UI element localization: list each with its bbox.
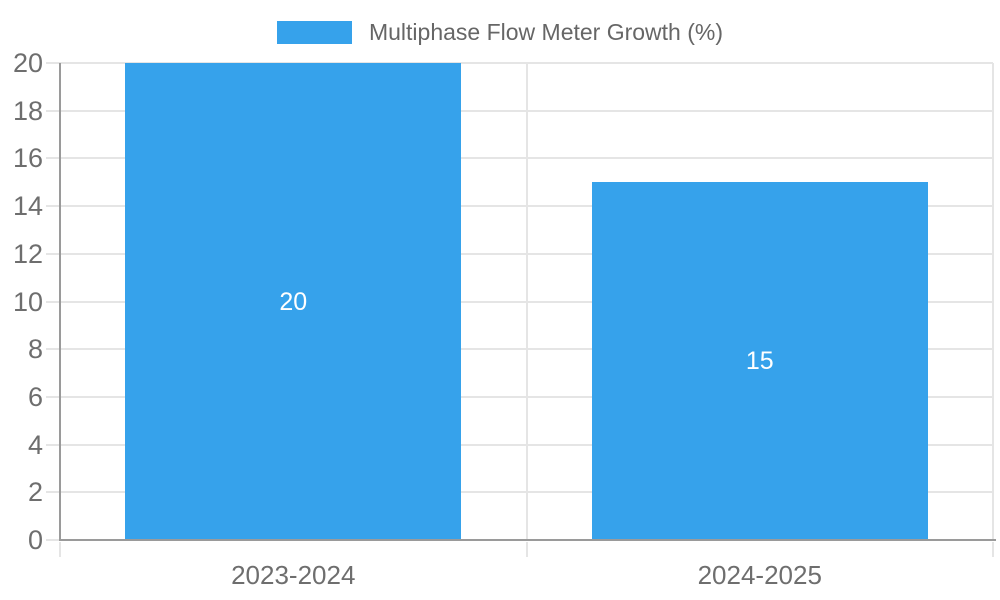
x-tick-mark	[992, 542, 994, 557]
y-tick-label: 16	[12, 143, 43, 174]
y-tick-label: 14	[12, 191, 43, 222]
y-tick-label: 2	[27, 477, 43, 508]
y-tick-mark	[46, 348, 60, 351]
legend-item[interactable]: Multiphase Flow Meter Growth (%)	[0, 19, 1000, 45]
y-tick-label: 10	[12, 286, 43, 317]
x-tick-mark	[59, 542, 61, 557]
y-tick-mark	[46, 300, 60, 303]
y-tick-mark	[46, 157, 60, 160]
x-tick-mark	[525, 542, 528, 557]
y-tick-mark	[46, 395, 60, 398]
x-axis-label-2024-2025: 2024-2025	[697, 560, 822, 590]
y-tick-mark	[46, 252, 60, 255]
gridline-x-boundary-1	[525, 63, 528, 540]
plot-area: 20 15	[59, 62, 996, 541]
y-tick-label: 18	[12, 95, 43, 126]
bar-2023-2024[interactable]	[125, 63, 462, 540]
legend-label: Multiphase Flow Meter Growth (%)	[368, 19, 724, 45]
legend-swatch	[276, 20, 352, 44]
gridline-x-boundary-2	[992, 63, 994, 540]
x-axis-label-2023-2024: 2023-2024	[231, 560, 356, 590]
y-tick-label: 6	[27, 381, 43, 412]
x-axis-line	[59, 539, 996, 541]
y-tick-mark	[46, 539, 60, 541]
y-tick-mark	[46, 205, 60, 208]
y-axis-line	[59, 63, 61, 540]
y-tick-mark	[46, 109, 60, 112]
y-tick-label: 8	[27, 334, 43, 365]
bar-2024-2025[interactable]	[591, 182, 928, 540]
y-tick-label: 0	[27, 525, 43, 555]
y-tick-mark	[46, 443, 60, 446]
y-tick-label: 20	[12, 48, 43, 78]
y-tick-mark	[46, 62, 60, 64]
y-tick-label: 4	[27, 429, 43, 460]
y-tick-mark	[46, 491, 60, 494]
y-tick-label: 12	[12, 238, 43, 269]
